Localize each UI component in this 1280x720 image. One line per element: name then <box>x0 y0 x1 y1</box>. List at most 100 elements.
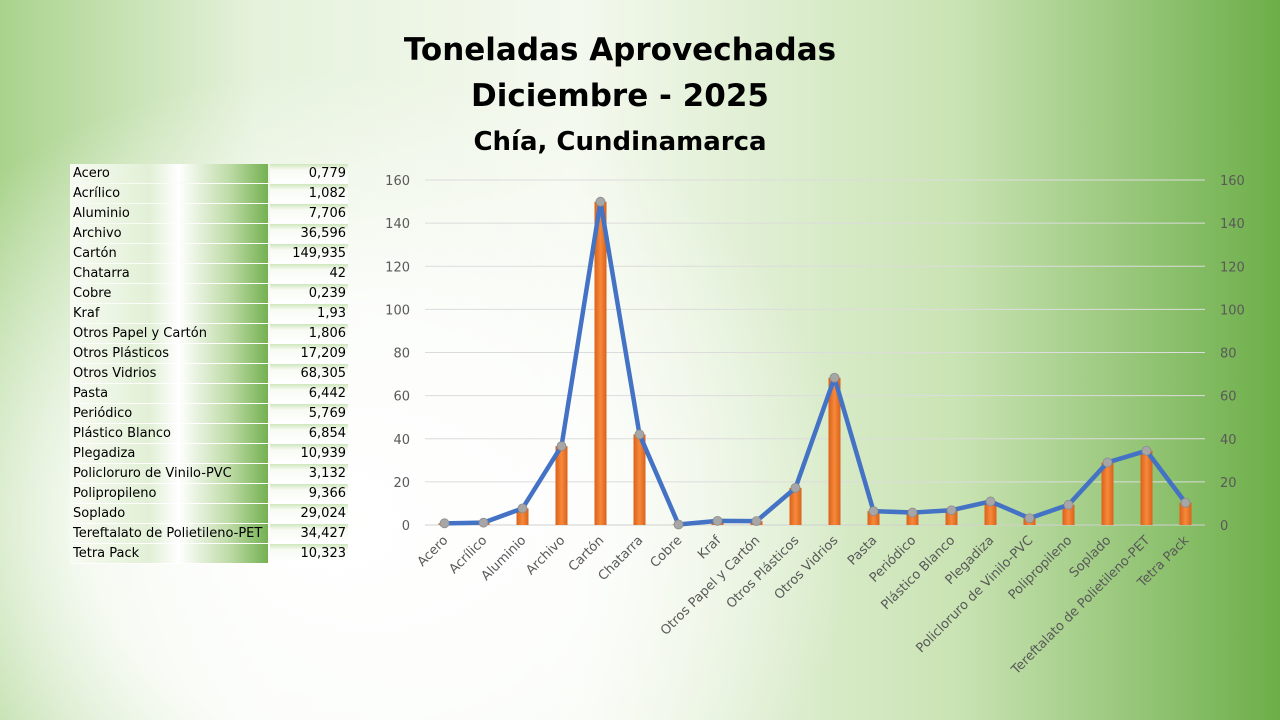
series-line <box>444 199 1188 527</box>
table-row: Periódico 5,769 <box>70 404 348 424</box>
bar <box>1062 504 1075 525</box>
bar <box>1179 502 1192 525</box>
material-tonnage: 10,939 <box>270 444 348 463</box>
line-marker <box>1063 499 1074 510</box>
y-tick-label-left: 100 <box>385 303 410 318</box>
material-tonnage: 29,024 <box>270 504 348 523</box>
material-name: Cobre <box>70 284 269 303</box>
table-row: Tereftalato de Polietileno-PET 34,427 <box>70 524 348 544</box>
line-marker <box>478 517 489 528</box>
material-name: Otros Papel y Cartón <box>70 324 269 343</box>
line-marker <box>1180 497 1191 508</box>
line-marker <box>907 507 918 518</box>
y-tick-label-right: 120 <box>1220 260 1245 275</box>
y-tick-label-left: 0 <box>402 519 410 534</box>
material-tonnage: 7,706 <box>270 204 348 223</box>
material-name: Plegadiza <box>70 444 269 463</box>
line-marker <box>1024 513 1035 524</box>
y-tick-label-left: 80 <box>393 347 410 362</box>
x-tick-label: Acero <box>415 533 452 570</box>
material-tonnage: 149,935 <box>270 244 348 263</box>
material-name: Plástico Blanco <box>70 424 269 443</box>
data-table: Acero 0,779 Acrílico 1,082 Aluminio 7,706 Arch… <box>70 164 348 564</box>
y-tick-label-left: 20 <box>393 476 410 491</box>
line-marker <box>751 516 762 527</box>
table-row: Kraf 1,93 <box>70 304 348 324</box>
table-row: Cartón 149,935 <box>70 244 348 264</box>
y-tick-label-right: 0 <box>1220 519 1228 534</box>
y-tick-label-left: 40 <box>393 433 410 448</box>
material-tonnage: 5,769 <box>270 404 348 423</box>
table-row: Archivo 36,596 <box>70 224 348 244</box>
material-name: Pasta <box>70 384 269 403</box>
table-row: Plegadiza 10,939 <box>70 444 348 464</box>
chart-title: Toneladas Aprovechadas <box>403 32 837 68</box>
table-row: Cobre 0,239 <box>70 284 348 304</box>
table-row: Chatarra 42 <box>70 264 348 284</box>
material-name: Acrílico <box>70 184 269 203</box>
x-tick-label: Kraf <box>695 533 725 563</box>
line-marker <box>1102 457 1113 468</box>
y-tick-label-left: 160 <box>385 174 410 189</box>
y-tick-label-left: 60 <box>393 390 410 405</box>
y-tick-label-right: 20 <box>1220 476 1237 491</box>
material-tonnage: 17,209 <box>270 344 348 363</box>
line-marker <box>946 505 957 516</box>
material-tonnage: 0,239 <box>270 284 348 303</box>
material-name: Periódico <box>70 404 269 423</box>
material-tonnage: 3,132 <box>270 464 348 483</box>
table-row: Soplado 29,024 <box>70 504 348 524</box>
y-tick-label-right: 100 <box>1220 303 1245 318</box>
material-name: Acero <box>70 164 269 183</box>
table-row: Aluminio 7,706 <box>70 204 348 224</box>
material-name: Kraf <box>70 304 269 323</box>
y-tick-label-right: 40 <box>1220 433 1237 448</box>
table-row: Otros Papel y Cartón 1,806 <box>70 324 348 344</box>
table-row: Acrílico 1,082 <box>70 184 348 204</box>
material-tonnage: 1,082 <box>270 184 348 203</box>
bar <box>1101 462 1114 525</box>
x-tick-label: Archivo <box>523 533 568 578</box>
y-tick-label-left: 120 <box>385 260 410 275</box>
line-marker <box>556 441 567 451</box>
line-marker <box>439 518 450 529</box>
material-tonnage: 0,779 <box>270 164 348 183</box>
table-row: Polipropileno 9,366 <box>70 484 348 504</box>
material-tonnage: 34,427 <box>270 524 348 543</box>
y-tick-label-right: 140 <box>1220 217 1245 232</box>
table-row: Pasta 6,442 <box>70 384 348 404</box>
line-marker <box>673 519 684 530</box>
material-name: Chatarra <box>70 264 269 283</box>
table-row: Policloruro de Vinilo-PVC 3,132 <box>70 464 348 484</box>
line-marker <box>595 196 606 207</box>
line-marker <box>985 496 996 507</box>
table-row: Otros Plásticos 17,209 <box>70 344 348 364</box>
bar <box>594 201 607 526</box>
material-tonnage: 9,366 <box>270 484 348 503</box>
bar <box>555 446 568 525</box>
material-name: Tetra Pack <box>70 544 269 563</box>
table-row: Acero 0,779 <box>70 164 348 184</box>
line-marker <box>868 506 879 517</box>
x-tick-label: Pasta <box>845 533 880 568</box>
material-name: Aluminio <box>70 204 269 223</box>
line-marker <box>1141 445 1152 456</box>
table-row: Otros Vidrios 68,305 <box>70 364 348 384</box>
material-name: Cartón <box>70 244 269 263</box>
material-tonnage: 10,323 <box>270 544 348 563</box>
material-name: Polipropileno <box>70 484 269 503</box>
line-marker <box>634 429 645 440</box>
chart-subtitle-date: Diciembre - 2025 <box>471 78 769 114</box>
y-tick-label-right: 80 <box>1220 347 1237 362</box>
bar <box>1140 450 1153 525</box>
y-tick-label-right: 60 <box>1220 390 1237 405</box>
line-marker <box>790 482 801 493</box>
table-row: Tetra Pack 10,323 <box>70 544 348 564</box>
material-name: Otros Plásticos <box>70 344 269 363</box>
material-tonnage: 6,854 <box>270 424 348 443</box>
bar <box>789 487 802 525</box>
y-tick-label-right: 160 <box>1220 174 1245 189</box>
material-name: Policloruro de Vinilo-PVC <box>70 464 269 483</box>
y-tick-label-left: 140 <box>385 217 410 232</box>
